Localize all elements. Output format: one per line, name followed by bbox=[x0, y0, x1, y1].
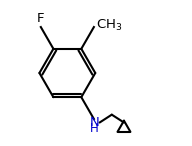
Text: CH$_3$: CH$_3$ bbox=[96, 18, 123, 33]
Text: N: N bbox=[90, 116, 99, 129]
Text: H: H bbox=[90, 122, 99, 135]
Text: F: F bbox=[37, 12, 45, 25]
